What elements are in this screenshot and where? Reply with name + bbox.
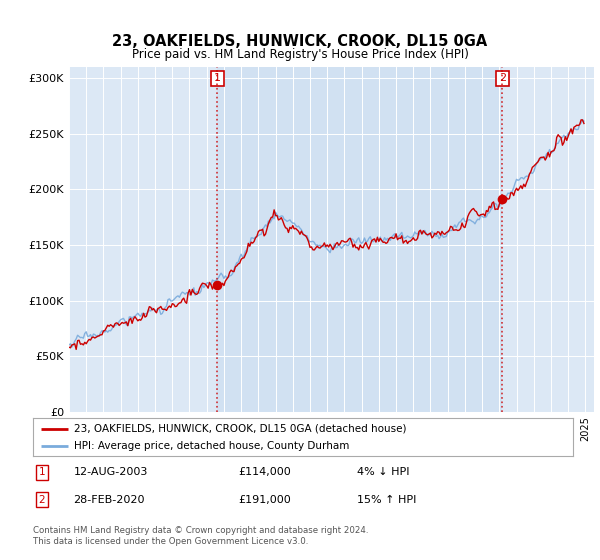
Text: HPI: Average price, detached house, County Durham: HPI: Average price, detached house, Coun…: [74, 441, 349, 451]
Text: Contains HM Land Registry data © Crown copyright and database right 2024.
This d: Contains HM Land Registry data © Crown c…: [33, 526, 368, 546]
Text: 1: 1: [214, 73, 221, 83]
Text: 1: 1: [38, 467, 45, 477]
Bar: [217, 67, 502, 412]
Text: Price paid vs. HM Land Registry's House Price Index (HPI): Price paid vs. HM Land Registry's House …: [131, 48, 469, 60]
Text: 12-AUG-2003: 12-AUG-2003: [74, 467, 148, 477]
Text: 2: 2: [499, 73, 506, 83]
Text: £191,000: £191,000: [238, 494, 291, 505]
Text: 28-FEB-2020: 28-FEB-2020: [74, 494, 145, 505]
Text: 23, OAKFIELDS, HUNWICK, CROOK, DL15 0GA (detached house): 23, OAKFIELDS, HUNWICK, CROOK, DL15 0GA …: [74, 423, 406, 433]
Text: 4% ↓ HPI: 4% ↓ HPI: [357, 467, 409, 477]
Text: 2: 2: [38, 494, 45, 505]
Text: 15% ↑ HPI: 15% ↑ HPI: [357, 494, 416, 505]
Text: £114,000: £114,000: [238, 467, 291, 477]
Text: 23, OAKFIELDS, HUNWICK, CROOK, DL15 0GA: 23, OAKFIELDS, HUNWICK, CROOK, DL15 0GA: [112, 34, 488, 49]
